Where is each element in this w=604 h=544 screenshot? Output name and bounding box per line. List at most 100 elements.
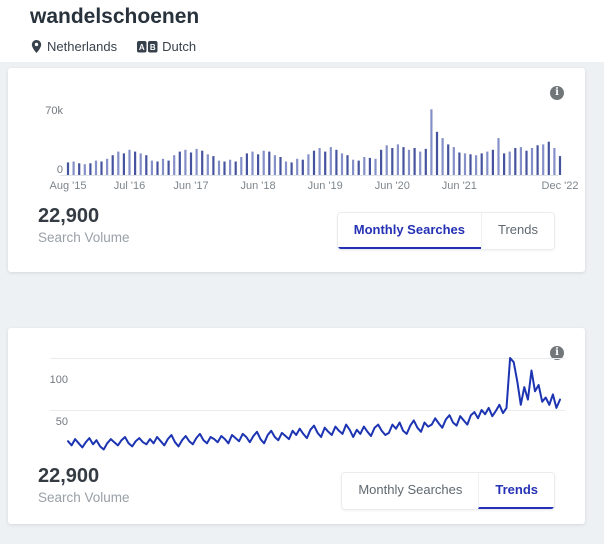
language-item: A B Dutch [137,39,196,54]
trends-line-chart[interactable] [8,328,585,468]
language-ab-icon: A B [137,40,158,53]
bar [530,148,534,175]
keyword-meta: Netherlands A B Dutch [30,39,196,54]
bar [251,151,254,175]
keyword-header: wandelschoenen Netherlands A B Dutch [0,0,604,62]
bar [497,138,500,175]
bar [475,155,478,175]
bar [167,160,170,175]
bar [89,163,92,175]
bar [290,162,293,175]
bar [391,148,394,175]
monthly-searches-card: i 70k 0 Aug '15 Jul '16 Jun '17 Jun '18 Jun … [8,68,585,272]
tab-trends[interactable]: Trends [478,473,554,509]
x-tick-label: Jun '18 [240,180,276,192]
bar [206,154,209,175]
bar [150,160,153,175]
bar [72,161,75,175]
location-pin-icon [30,39,43,54]
trend-line [67,357,561,451]
monthly-searches-bar-chart[interactable] [8,68,585,203]
y-axis-tick-100: 100 [49,374,68,386]
bar [223,161,226,175]
bar [229,159,232,175]
svg-text:A: A [139,42,145,51]
bar [318,148,321,175]
bar [424,148,427,175]
bar [363,157,366,175]
bar [106,158,109,175]
bar [234,161,237,175]
gridline-50 [50,410,565,411]
bar [128,149,131,175]
bar [419,151,422,175]
bar [301,159,304,175]
bar [111,155,114,175]
bar [447,144,450,175]
bar [161,158,165,175]
bar [536,145,539,175]
bar [452,147,455,175]
bar [430,109,433,175]
bar [514,148,517,175]
bar [201,150,204,175]
bar [491,149,494,175]
bar [352,159,355,175]
bar [480,153,483,175]
bar [503,153,506,175]
bar [542,144,545,175]
search-volume-value: 22,900 [38,205,100,227]
gridline-100 [50,358,565,359]
search-volume-value: 22,900 [38,465,100,487]
tab-monthly-searches[interactable]: Monthly Searches [342,473,479,509]
bar [173,155,176,175]
x-tick-label: Jul '16 [113,180,146,192]
bar [273,155,276,175]
tab-monthly-searches[interactable]: Monthly Searches [337,213,482,249]
location-label: Netherlands [47,39,118,54]
bar [368,157,371,175]
search-volume-label: Search Volume [38,230,130,245]
bar [240,157,243,175]
bar [100,161,103,175]
location-item: Netherlands [30,39,117,54]
chart-toggle-group: Monthly Searches Trends [336,212,555,250]
x-tick-label: Jun '17 [173,180,209,192]
bar [78,163,81,175]
x-tick-label: Aug '15 [49,180,87,192]
bar [117,151,120,175]
bar [340,153,344,175]
bar [83,164,86,175]
bar [402,147,405,175]
bar [145,155,148,175]
bar [346,155,349,175]
bar [441,138,444,175]
bar [374,158,377,175]
bar [268,151,271,175]
bar [385,145,388,175]
bar [66,162,70,175]
bar [245,153,248,175]
x-tick-label: Jun '20 [374,180,410,192]
bar [279,157,282,175]
bar [329,147,332,175]
page-title: wandelschoenen [30,5,200,28]
info-icon[interactable]: i [550,346,564,360]
bar [257,154,260,175]
bar [178,151,181,175]
svg-text:B: B [150,42,156,51]
chart-toggle-group: Monthly Searches Trends [341,472,555,510]
bar [435,131,439,175]
language-label: Dutch [162,39,197,54]
bar [380,149,383,175]
bar [396,144,399,175]
bar [189,152,193,175]
bar [413,148,416,175]
tab-trends[interactable]: Trends [481,213,554,249]
bar [262,150,265,175]
bar [307,154,310,175]
bar [553,148,556,175]
bar [212,156,215,175]
bar [94,160,98,175]
info-icon[interactable]: i [550,86,564,100]
